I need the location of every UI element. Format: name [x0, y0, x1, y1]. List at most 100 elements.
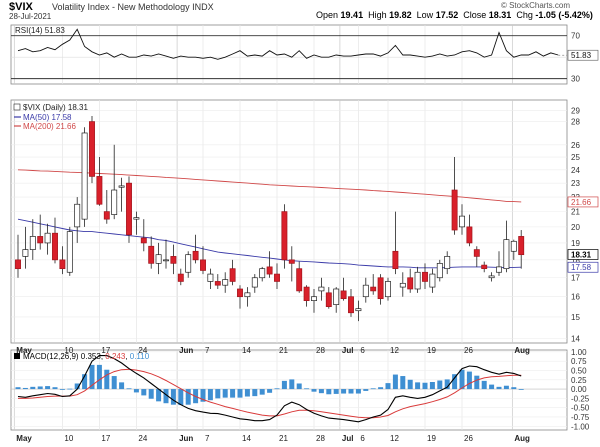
candle [325, 287, 332, 309]
candle-body [177, 273, 184, 282]
macd-histogram-bar [22, 387, 28, 390]
price-x-tick-label: 12 [390, 346, 399, 355]
legend-macd-label: MACD(12,26,9) [23, 352, 81, 361]
candle-body [288, 259, 295, 264]
candle [318, 277, 325, 301]
macd-histogram-bar [74, 383, 80, 390]
candle-body [140, 237, 147, 244]
macd-histogram-bar [466, 371, 472, 390]
rsi-last-value: 51.83 [571, 51, 592, 60]
candle-body [214, 281, 221, 286]
candle-body [459, 215, 465, 228]
price-x-tick-label: 21 [279, 346, 288, 355]
candle-body [96, 176, 103, 205]
candle [370, 274, 377, 295]
macd-histogram-bar [503, 385, 509, 390]
candle [118, 177, 125, 212]
macd-histogram-bar [289, 379, 295, 390]
price-panel: 14151617181920212223242526282918.3117.58… [10, 99, 599, 343]
macd-histogram-bar [59, 389, 65, 390]
macd-x-tick-label: 10 [64, 434, 73, 443]
macd-histogram-bar [474, 375, 480, 390]
macd-x-tick-label: 17 [101, 434, 110, 443]
price-x-tick-label: 26 [464, 346, 473, 355]
candle-body [103, 211, 110, 220]
price-tick-label: 19 [571, 239, 580, 248]
candle-body [281, 211, 288, 261]
macd-histogram-bar [281, 380, 287, 390]
rsi-tick-label: 70 [571, 32, 580, 41]
candle [37, 214, 44, 250]
legend-sep: , [125, 352, 129, 361]
rsi-line [17, 28, 559, 60]
candle-body [89, 121, 95, 177]
candle [229, 259, 236, 286]
candle [303, 285, 310, 307]
macd-histogram-bar [126, 388, 132, 390]
candle-body [81, 132, 88, 220]
rsi-frame [10, 24, 568, 85]
candle [170, 244, 177, 275]
macd-histogram-bar [45, 386, 51, 390]
candle [459, 204, 465, 235]
candle-body [333, 288, 340, 305]
candle [518, 230, 525, 269]
candle [407, 268, 414, 293]
candle [251, 274, 258, 293]
legend-price: $VIX (Daily) 18.31 [23, 103, 88, 112]
candle-body [148, 245, 155, 264]
price-tick-label: 17 [571, 274, 580, 283]
candle-body [266, 266, 273, 275]
low-label: Low [416, 10, 434, 20]
macd-histogram-bar [326, 389, 332, 395]
candle-body [251, 277, 258, 288]
price-x-tick-label: Jun [179, 346, 193, 355]
candle-body [118, 185, 125, 188]
candle-body [303, 286, 310, 301]
price-x-tick-label: 6 [360, 346, 365, 355]
candle-body [44, 232, 51, 244]
macd-histogram-bar [437, 380, 443, 390]
macd-tick-label: 0.50 [571, 366, 587, 375]
macd-histogram-bar [119, 382, 125, 390]
price-last-badge [567, 249, 599, 260]
candle [333, 287, 340, 313]
price-x-tick-label: 7 [205, 346, 210, 355]
macd-histogram-bar [148, 389, 154, 399]
candle-body [222, 279, 229, 286]
open-value: 19.41 [340, 10, 364, 20]
price-x-tick-label: Jul [342, 346, 354, 355]
close-value: 18.31 [488, 10, 512, 20]
candle [89, 116, 95, 184]
macd-histogram-bar [141, 389, 147, 396]
price-tick-label: 15 [571, 313, 580, 322]
macd-histogram-bar [363, 389, 369, 391]
macd-histogram-bar [96, 364, 102, 390]
legend-swatch-macd [14, 353, 20, 359]
candle [436, 259, 443, 282]
candle [52, 217, 58, 264]
candle-body [22, 249, 29, 257]
candle [281, 204, 288, 269]
macd-histogram-bar [170, 389, 176, 405]
macd-histogram-bar [511, 387, 517, 390]
macd-x-tick-label: Jul [342, 434, 354, 443]
price-x-tick-label: Aug [514, 346, 530, 355]
legend-signal-value: 0.243 [105, 352, 126, 361]
candle [414, 266, 421, 293]
x-axis: May May 10 10 17 17 24 24 Jun Jun 7 7 14 14 21 21 28 28 Ju… [16, 346, 530, 443]
price-tick-label: 26 [571, 141, 580, 150]
macd-x-tick-label: 12 [390, 434, 399, 443]
candle [200, 246, 206, 275]
price-tick-label: 25 [571, 153, 580, 162]
macd-x-tick-label: 14 [242, 434, 251, 443]
candle-body [399, 282, 406, 288]
high-value: 19.82 [389, 10, 412, 20]
macd-x-tick-label: 7 [205, 434, 210, 443]
candle-body [325, 292, 332, 307]
ma200-last-badge-text: 21.66 [571, 198, 592, 207]
price-tick-label: 24 [571, 166, 580, 175]
candle [126, 176, 132, 243]
macd-histogram-bar [400, 376, 406, 390]
